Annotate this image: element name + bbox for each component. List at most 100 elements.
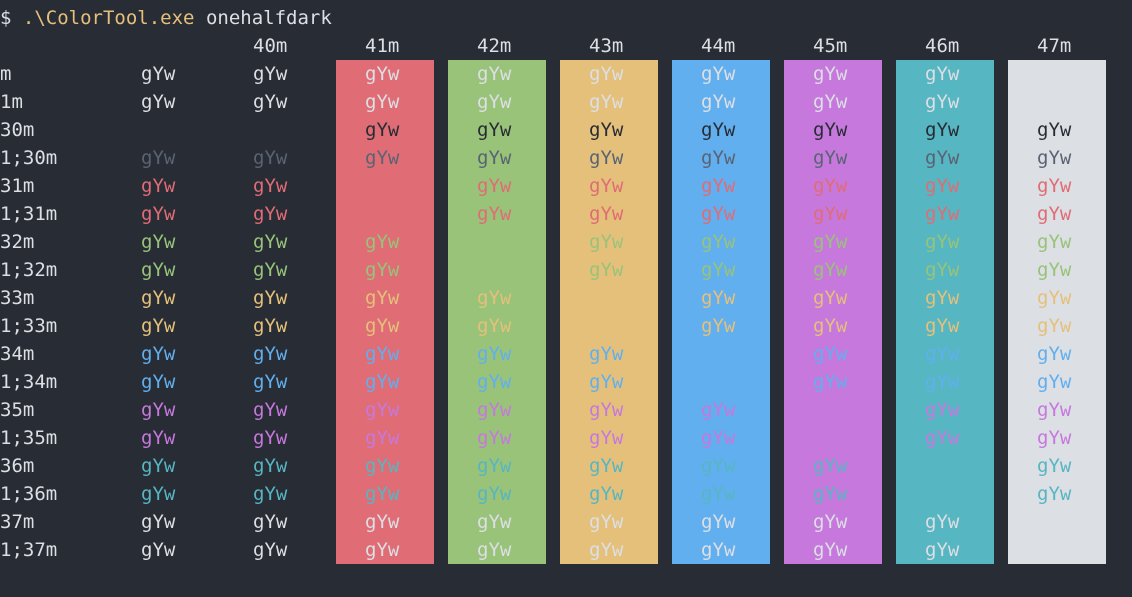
sample-cell: gYw: [1037, 147, 1072, 169]
sample-cell: gYw: [365, 427, 400, 449]
sample-cell: gYw: [701, 259, 736, 281]
row-label: 1;34m: [0, 371, 58, 393]
row-label: 1m: [0, 91, 23, 113]
sample-cell: gYw: [813, 119, 848, 141]
sample-cell: gYw: [701, 287, 736, 309]
sample-cell: gYw: [925, 315, 960, 337]
sample-cell: gYw: [477, 287, 512, 309]
sample-cell: gYw: [253, 427, 288, 449]
sample-cell: gYw: [589, 119, 624, 141]
sample-cell: gYw: [477, 231, 512, 253]
sample-cell: gYw: [365, 371, 400, 393]
sample-cell: gYw: [925, 427, 960, 449]
sample-cell: gYw: [253, 231, 288, 253]
sample-cell: gYw: [701, 511, 736, 533]
sample-cell: gYw: [925, 175, 960, 197]
sample-cell: gYw: [701, 203, 736, 225]
sample-cell: gYw: [253, 511, 288, 533]
column-header-40: 40m: [253, 35, 288, 57]
sample-cell: gYw: [141, 175, 176, 197]
sample-cell: gYw: [925, 511, 960, 533]
sample-cell: gYw: [141, 231, 176, 253]
sample-cell: gYw: [477, 539, 512, 561]
column-header-44: 44m: [701, 35, 736, 57]
row-label: m: [0, 63, 12, 85]
row-label: 34m: [0, 343, 35, 365]
sample-cell: gYw: [1037, 539, 1072, 561]
prompt-argument: onehalfdark: [205, 7, 332, 29]
row-label: 35m: [0, 399, 35, 421]
sample-cell: gYw: [477, 427, 512, 449]
sample-cell: gYw: [813, 399, 848, 421]
sample-cell: gYw: [141, 147, 176, 169]
column-header-41: 41m: [365, 35, 400, 57]
sample-cell: gYw: [1037, 371, 1072, 393]
sample-cell: gYw: [477, 455, 512, 477]
sample-cell: gYw: [365, 203, 400, 225]
sample-cell: gYw: [925, 231, 960, 253]
column-header-45: 45m: [813, 35, 848, 57]
sample-cell: gYw: [477, 119, 512, 141]
sample-cell: gYw: [589, 483, 624, 505]
sample-cell: gYw: [141, 539, 176, 561]
sample-cell: gYw: [141, 119, 176, 141]
sample-cell: gYw: [589, 287, 624, 309]
row-label: 1;32m: [0, 259, 58, 281]
sample-cell: gYw: [1037, 427, 1072, 449]
sample-cell: gYw: [141, 287, 176, 309]
sample-cell: gYw: [477, 371, 512, 393]
sample-cell: gYw: [1037, 399, 1072, 421]
sample-cell: gYw: [477, 315, 512, 337]
sample-cell: gYw: [813, 63, 848, 85]
sample-cell: gYw: [253, 399, 288, 421]
sample-cell: gYw: [813, 511, 848, 533]
row-label: 1;35m: [0, 427, 58, 449]
sample-cell: gYw: [141, 399, 176, 421]
sample-cell: gYw: [589, 399, 624, 421]
sample-cell: gYw: [253, 455, 288, 477]
sample-cell: gYw: [589, 147, 624, 169]
column-header-46: 46m: [925, 35, 960, 57]
prompt-command: .\ColorTool.exe: [22, 7, 195, 29]
sample-cell: gYw: [701, 399, 736, 421]
sample-cell: gYw: [1037, 315, 1072, 337]
sample-cell: gYw: [813, 259, 848, 281]
sample-cell: gYw: [365, 63, 400, 85]
sample-cell: gYw: [365, 147, 400, 169]
sample-cell: gYw: [253, 175, 288, 197]
bg-column-47: [1008, 60, 1106, 564]
sample-cell: gYw: [1037, 287, 1072, 309]
sample-cell: gYw: [701, 175, 736, 197]
sample-cell: gYw: [477, 399, 512, 421]
sample-cell: gYw: [365, 539, 400, 561]
sample-cell: gYw: [813, 483, 848, 505]
sample-cell: gYw: [589, 91, 624, 113]
bg-column-45: [784, 60, 882, 564]
sample-cell: gYw: [477, 203, 512, 225]
sample-cell: gYw: [253, 371, 288, 393]
sample-cell: gYw: [813, 91, 848, 113]
sample-cell: gYw: [1037, 203, 1072, 225]
sample-cell: gYw: [1037, 63, 1072, 85]
sample-cell: gYw: [589, 539, 624, 561]
bg-column-41: [336, 60, 434, 564]
sample-cell: gYw: [141, 91, 176, 113]
sample-cell: gYw: [141, 371, 176, 393]
sample-cell: gYw: [925, 371, 960, 393]
row-label: 36m: [0, 455, 35, 477]
sample-cell: gYw: [925, 147, 960, 169]
row-label: 1;36m: [0, 483, 58, 505]
row-label: 37m: [0, 511, 35, 533]
row-label: 1;30m: [0, 147, 58, 169]
sample-cell: gYw: [365, 287, 400, 309]
column-header-47: 47m: [1037, 35, 1072, 57]
sample-cell: gYw: [141, 427, 176, 449]
sample-cell: gYw: [925, 455, 960, 477]
sample-cell: gYw: [253, 63, 288, 85]
sample-cell: gYw: [1037, 175, 1072, 197]
sample-cell: gYw: [141, 455, 176, 477]
bg-column-46: [896, 60, 994, 564]
sample-cell: gYw: [813, 175, 848, 197]
row-label: 1;37m: [0, 539, 58, 561]
